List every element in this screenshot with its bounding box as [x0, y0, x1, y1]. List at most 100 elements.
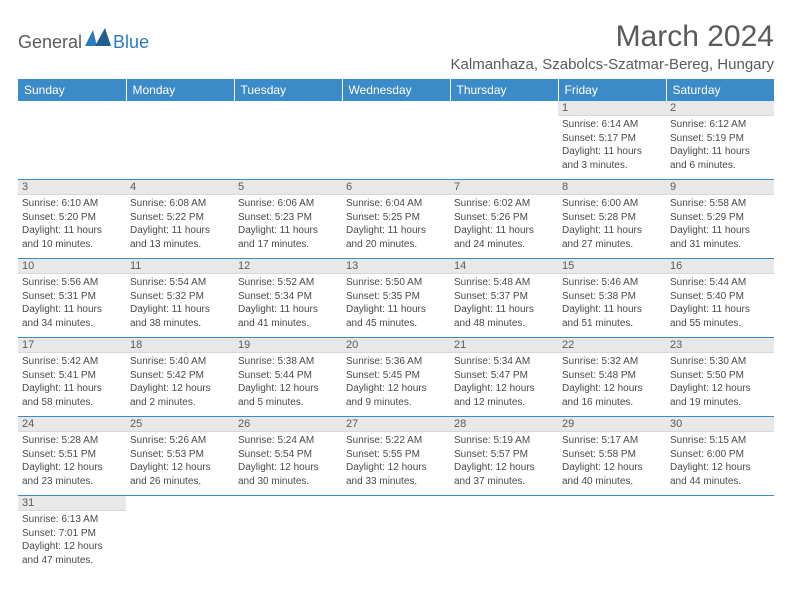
day-line-ss: Sunset: 5:38 PM	[562, 290, 662, 304]
day-line-d2: and 30 minutes.	[238, 475, 338, 489]
calendar-cell: 10Sunrise: 5:56 AMSunset: 5:31 PMDayligh…	[18, 259, 126, 338]
calendar-cell	[450, 101, 558, 180]
day-line-ss: Sunset: 5:45 PM	[346, 369, 446, 383]
day-number: 30	[666, 417, 774, 432]
day-line-ss: Sunset: 5:34 PM	[238, 290, 338, 304]
day-body: Sunrise: 5:30 AMSunset: 5:50 PMDaylight:…	[666, 353, 774, 411]
day-line-d2: and 51 minutes.	[562, 317, 662, 331]
day-line-d2: and 27 minutes.	[562, 238, 662, 252]
day-line-d2: and 44 minutes.	[670, 475, 770, 489]
day-line-ss: Sunset: 6:00 PM	[670, 448, 770, 462]
day-line-ss: Sunset: 5:19 PM	[670, 132, 770, 146]
day-body: Sunrise: 5:38 AMSunset: 5:44 PMDaylight:…	[234, 353, 342, 411]
calendar-week: 1Sunrise: 6:14 AMSunset: 5:17 PMDaylight…	[18, 101, 774, 180]
day-body: Sunrise: 5:36 AMSunset: 5:45 PMDaylight:…	[342, 353, 450, 411]
calendar-cell: 2Sunrise: 6:12 AMSunset: 5:19 PMDaylight…	[666, 101, 774, 180]
day-body: Sunrise: 6:12 AMSunset: 5:19 PMDaylight:…	[666, 116, 774, 174]
day-number: 11	[126, 259, 234, 274]
day-line-sr: Sunrise: 5:32 AM	[562, 355, 662, 369]
calendar-cell: 4Sunrise: 6:08 AMSunset: 5:22 PMDaylight…	[126, 180, 234, 259]
calendar-cell: 30 Sunrise: 5:15 AMSunset: 6:00 PMDayligh…	[666, 417, 774, 496]
day-line-d2: and 17 minutes.	[238, 238, 338, 252]
day-line-d2: and 33 minutes.	[346, 475, 446, 489]
day-line-ss: Sunset: 5:35 PM	[346, 290, 446, 304]
calendar-cell: 27Sunrise: 5:22 AMSunset: 5:55 PMDayligh…	[342, 417, 450, 496]
calendar-cell: 11Sunrise: 5:54 AMSunset: 5:32 PMDayligh…	[126, 259, 234, 338]
day-line-sr: Sunrise: 5:54 AM	[130, 276, 230, 290]
day-number: 17	[18, 338, 126, 353]
calendar-cell: 25Sunrise: 5:26 AMSunset: 5:53 PMDayligh…	[126, 417, 234, 496]
day-line-d1: Daylight: 11 hours	[238, 303, 338, 317]
calendar-cell: 13Sunrise: 5:50 AMSunset: 5:35 PMDayligh…	[342, 259, 450, 338]
day-body: Sunrise: 5:56 AMSunset: 5:31 PMDaylight:…	[18, 274, 126, 332]
calendar-cell: 24Sunrise: 5:28 AMSunset: 5:51 PMDayligh…	[18, 417, 126, 496]
day-line-sr: Sunrise: 5:38 AM	[238, 355, 338, 369]
day-line-d2: and 34 minutes.	[22, 317, 122, 331]
day-line-d1: Daylight: 11 hours	[346, 303, 446, 317]
day-number: 22	[558, 338, 666, 353]
day-number: 3	[18, 180, 126, 195]
day-line-d2: and 31 minutes.	[670, 238, 770, 252]
weekday-header: Wednesday	[342, 79, 450, 101]
day-body: Sunrise: 5:42 AMSunset: 5:41 PMDaylight:…	[18, 353, 126, 411]
weekday-header: Sunday	[18, 79, 126, 101]
day-line-sr: Sunrise: 5:22 AM	[346, 434, 446, 448]
day-line-ss: Sunset: 5:28 PM	[562, 211, 662, 225]
day-line-d2: and 19 minutes.	[670, 396, 770, 410]
day-line-sr: Sunrise: 5:36 AM	[346, 355, 446, 369]
logo: General Blue	[18, 28, 149, 56]
day-line-sr: Sunrise: 5:48 AM	[454, 276, 554, 290]
day-line-sr: Sunrise: 5:15 AM	[670, 434, 770, 448]
calendar-cell	[450, 496, 558, 575]
day-line-sr: Sunrise: 5:17 AM	[562, 434, 662, 448]
day-line-sr: Sunrise: 6:06 AM	[238, 197, 338, 211]
day-line-d1: Daylight: 12 hours	[238, 382, 338, 396]
day-line-d1: Daylight: 11 hours	[22, 382, 122, 396]
calendar-cell: 8Sunrise: 6:00 AMSunset: 5:28 PMDaylight…	[558, 180, 666, 259]
day-line-ss: Sunset: 5:48 PM	[562, 369, 662, 383]
day-line-sr: Sunrise: 6:10 AM	[22, 197, 122, 211]
day-line-d2: and 2 minutes.	[130, 396, 230, 410]
day-number: 9	[666, 180, 774, 195]
day-line-d2: and 6 minutes.	[670, 159, 770, 173]
day-line-ss: Sunset: 5:32 PM	[130, 290, 230, 304]
calendar-cell	[342, 496, 450, 575]
day-line-sr: Sunrise: 6:12 AM	[670, 118, 770, 132]
day-body: Sunrise: 5:22 AMSunset: 5:55 PMDaylight:…	[342, 432, 450, 490]
calendar-cell	[126, 101, 234, 180]
day-line-sr: Sunrise: 5:26 AM	[130, 434, 230, 448]
calendar-cell: 9Sunrise: 5:58 AMSunset: 5:29 PMDaylight…	[666, 180, 774, 259]
day-line-ss: Sunset: 5:20 PM	[22, 211, 122, 225]
calendar-cell: 5Sunrise: 6:06 AMSunset: 5:23 PMDaylight…	[234, 180, 342, 259]
day-line-d1: Daylight: 11 hours	[22, 303, 122, 317]
day-number: 26	[234, 417, 342, 432]
day-body: Sunrise: 5:58 AMSunset: 5:29 PMDaylight:…	[666, 195, 774, 253]
day-line-d2: and 26 minutes.	[130, 475, 230, 489]
calendar-cell: 14Sunrise: 5:48 AMSunset: 5:37 PMDayligh…	[450, 259, 558, 338]
calendar-head: SundayMondayTuesdayWednesdayThursdayFrid…	[18, 79, 774, 101]
day-line-d2: and 37 minutes.	[454, 475, 554, 489]
day-number: 14	[450, 259, 558, 274]
day-body: Sunrise: 5:24 AMSunset: 5:54 PMDaylight:…	[234, 432, 342, 490]
day-number: 21	[450, 338, 558, 353]
day-line-d1: Daylight: 11 hours	[454, 224, 554, 238]
day-line-sr: Sunrise: 6:02 AM	[454, 197, 554, 211]
day-line-d2: and 58 minutes.	[22, 396, 122, 410]
day-number: 18	[126, 338, 234, 353]
calendar-cell	[234, 101, 342, 180]
day-body: Sunrise: 5:28 AMSunset: 5:51 PMDaylight:…	[18, 432, 126, 490]
title-block: March 2024 Kalmanhaza, Szabolcs-Szatmar-…	[451, 20, 774, 73]
calendar-cell: 6Sunrise: 6:04 AMSunset: 5:25 PMDaylight…	[342, 180, 450, 259]
day-line-d1: Daylight: 12 hours	[670, 461, 770, 475]
day-number: 6	[342, 180, 450, 195]
day-line-sr: Sunrise: 6:00 AM	[562, 197, 662, 211]
calendar-cell	[342, 101, 450, 180]
day-body: Sunrise: 6:10 AMSunset: 5:20 PMDaylight:…	[18, 195, 126, 253]
day-line-d1: Daylight: 11 hours	[562, 145, 662, 159]
day-line-d1: Daylight: 11 hours	[22, 224, 122, 238]
day-line-d1: Daylight: 12 hours	[238, 461, 338, 475]
day-line-sr: Sunrise: 5:40 AM	[130, 355, 230, 369]
day-line-ss: Sunset: 5:17 PM	[562, 132, 662, 146]
header: General Blue March 2024 Kalmanhaza, Szab…	[18, 20, 774, 73]
calendar-cell: 26Sunrise: 5:24 AMSunset: 5:54 PMDayligh…	[234, 417, 342, 496]
